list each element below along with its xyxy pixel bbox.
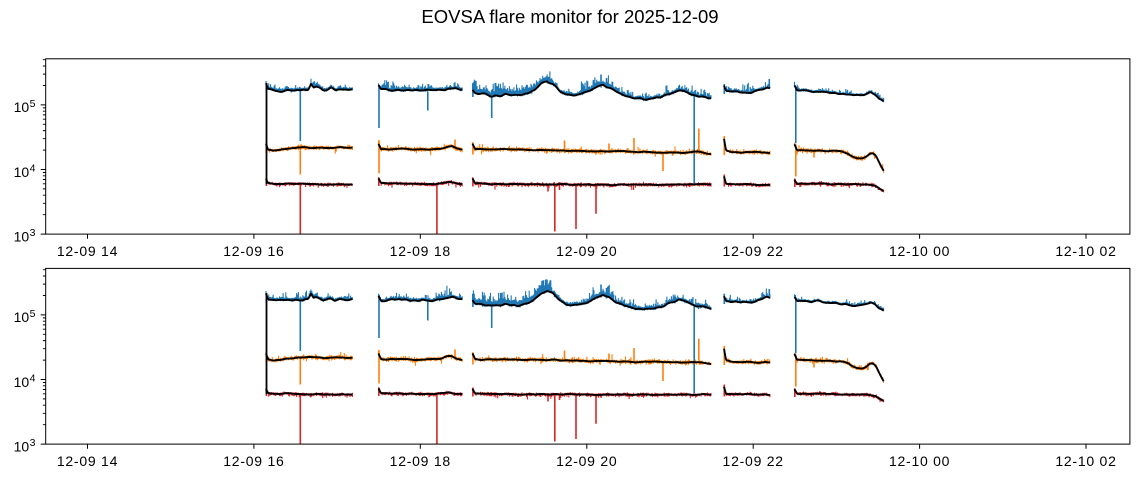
svg-text:10: 10 — [14, 374, 30, 390]
svg-text:10: 10 — [14, 438, 30, 454]
svg-text:12-10 00: 12-10 00 — [889, 243, 950, 259]
svg-text:12-09 22: 12-09 22 — [723, 243, 784, 259]
svg-text:12-10 00: 12-10 00 — [889, 453, 950, 469]
svg-text:5: 5 — [30, 308, 36, 320]
svg-text:12-09 14: 12-09 14 — [57, 243, 118, 259]
svg-text:3: 3 — [30, 437, 36, 449]
svg-text:10: 10 — [14, 228, 30, 244]
svg-text:EOVSA flare monitor for 2025-1: EOVSA flare monitor for 2025-12-09 — [421, 6, 718, 27]
svg-text:5: 5 — [30, 98, 36, 110]
svg-text:10: 10 — [14, 164, 30, 180]
svg-text:12-09 18: 12-09 18 — [390, 243, 451, 259]
svg-text:12-09 16: 12-09 16 — [223, 243, 284, 259]
svg-text:12-09 16: 12-09 16 — [223, 453, 284, 469]
svg-text:12-09 20: 12-09 20 — [556, 453, 617, 469]
svg-text:10: 10 — [14, 309, 30, 325]
svg-text:3: 3 — [30, 227, 36, 239]
svg-text:12-10 02: 12-10 02 — [1055, 243, 1116, 259]
svg-text:12-10 02: 12-10 02 — [1055, 453, 1116, 469]
svg-text:12-09 18: 12-09 18 — [390, 453, 451, 469]
svg-text:10: 10 — [14, 99, 30, 115]
svg-text:4: 4 — [30, 163, 36, 175]
svg-text:4: 4 — [30, 373, 36, 385]
svg-text:12-09 20: 12-09 20 — [556, 243, 617, 259]
svg-text:12-09 22: 12-09 22 — [723, 453, 784, 469]
svg-text:12-09 14: 12-09 14 — [57, 453, 118, 469]
